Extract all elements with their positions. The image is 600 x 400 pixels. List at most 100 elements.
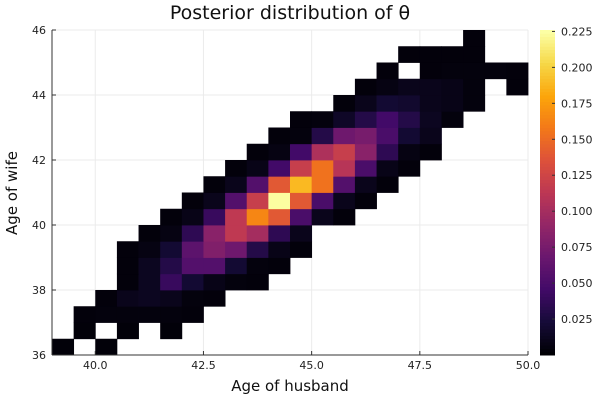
heatmap-cell — [376, 78, 399, 96]
colorbar-segment — [540, 137, 555, 141]
heatmap-cells — [52, 30, 529, 356]
heatmap-cell — [268, 241, 291, 258]
heatmap-cell — [311, 208, 334, 226]
heatmap-cell — [354, 192, 377, 210]
heatmap-cell — [160, 306, 183, 323]
colorbar-segment — [540, 43, 555, 47]
heatmap-cell — [268, 160, 291, 177]
colorbar-segment — [540, 251, 555, 255]
heatmap-cell — [354, 127, 377, 145]
heatmap-cell — [268, 208, 291, 226]
heatmap-cell — [311, 176, 334, 193]
heatmap-cell — [181, 290, 204, 307]
heatmap-cell — [419, 111, 442, 128]
heatmap-cell — [246, 143, 269, 161]
colorbar-segment — [540, 30, 555, 34]
heatmap-cell — [95, 306, 118, 323]
heatmap-cell — [333, 192, 356, 210]
heatmap-cell — [463, 30, 486, 47]
colorbar-segment — [540, 176, 555, 180]
heatmap-cell — [333, 95, 356, 112]
colorbar-segment — [540, 218, 555, 223]
colorbar-segment — [540, 329, 555, 333]
colorbar-segment — [540, 231, 555, 236]
heatmap-cell — [160, 290, 183, 307]
heatmap-cell — [203, 192, 226, 210]
heatmap-cell — [116, 306, 139, 323]
colorbar-segment — [540, 88, 555, 93]
heatmap-cell — [333, 143, 356, 161]
heatmap-cell — [268, 176, 291, 193]
heatmap-cell — [246, 225, 269, 242]
heatmap-cell — [354, 78, 377, 96]
x-tick-label: 50.0 — [516, 359, 541, 372]
heatmap-cell — [398, 127, 421, 145]
heatmap-cell — [506, 78, 529, 96]
heatmap-cell — [181, 208, 204, 226]
heatmap-cell — [333, 208, 356, 226]
colorbar-segment — [540, 338, 555, 343]
heatmap-cell — [441, 46, 464, 63]
colorbar-segment — [540, 280, 555, 284]
colorbar-segment — [540, 114, 555, 119]
colorbar-segment — [540, 69, 555, 73]
colorbar-segment — [540, 192, 555, 197]
colorbar-segment — [540, 150, 555, 154]
heatmap-cell — [376, 95, 399, 112]
colorbar-segment — [540, 303, 555, 307]
heatmap-cell — [160, 241, 183, 258]
heatmap-cell — [419, 78, 442, 96]
heatmap-cell — [203, 273, 226, 291]
colorbar-segment — [540, 156, 555, 161]
heatmap-cell — [95, 338, 118, 356]
colorbar-segment — [540, 244, 555, 249]
colorbar-segment — [540, 85, 555, 89]
heatmap-cell — [376, 127, 399, 145]
colorbar-segment — [540, 104, 555, 109]
colorbar-tick-label: 0.075 — [561, 241, 593, 254]
heatmap-cell — [52, 338, 75, 356]
y-tick-label: 46 — [32, 24, 46, 37]
colorbar-segment — [540, 124, 555, 128]
colorbar-segment — [540, 299, 555, 304]
heatmap-cell — [290, 208, 313, 226]
heatmap-cell — [203, 241, 226, 258]
colorbar-segment — [540, 189, 555, 193]
colorbar-segment — [540, 267, 555, 271]
colorbar-segment — [540, 202, 555, 206]
colorbar-segment — [540, 296, 555, 301]
colorbar-tick-label: 0.025 — [561, 313, 593, 326]
heatmap-cell — [138, 241, 161, 258]
colorbar-segment — [540, 257, 555, 262]
heatmap-cell — [441, 111, 464, 128]
colorbar-segment — [540, 228, 555, 232]
heatmap-cell — [73, 322, 96, 340]
colorbar-segment — [540, 130, 555, 135]
heatmap-cell — [181, 192, 204, 210]
colorbar-segment — [540, 212, 555, 216]
colorbar-segment — [540, 134, 555, 138]
heatmap-cell — [203, 290, 226, 307]
heatmap-cell — [203, 176, 226, 193]
heatmap-cell — [354, 143, 377, 161]
colorbar-segment — [540, 241, 555, 245]
y-axis-label: Age of wife — [3, 151, 21, 235]
y-tick-label: 44 — [32, 89, 46, 102]
colorbar-segment — [540, 52, 555, 57]
colorbar-segment — [540, 208, 555, 213]
heatmap-cell — [246, 208, 269, 226]
heatmap-cell — [246, 241, 269, 258]
colorbar: 0.025 0.050 0.075 0.100 0.125 0.150 0.175 0.200… — [540, 25, 593, 356]
colorbar-segment — [540, 290, 555, 294]
heatmap-cell — [463, 95, 486, 112]
colorbar-segment — [540, 49, 555, 54]
heatmap-cell — [181, 225, 204, 242]
colorbar-segment — [540, 348, 555, 353]
colorbar-segment — [540, 335, 555, 340]
heatmap-cell — [225, 257, 248, 275]
colorbar-segment — [540, 147, 555, 151]
colorbar-segment — [540, 309, 555, 314]
colorbar-segment — [540, 316, 555, 320]
heatmap-cell — [376, 176, 399, 193]
colorbar-segment — [540, 186, 555, 190]
